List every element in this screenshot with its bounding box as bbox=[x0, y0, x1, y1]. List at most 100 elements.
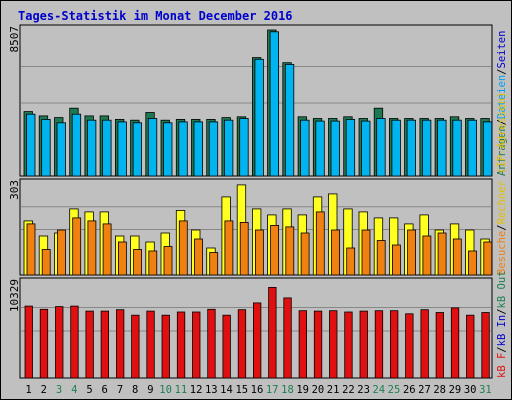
bar-dateien-18 bbox=[284, 64, 295, 177]
bar-dateien-27 bbox=[421, 119, 432, 177]
bar-besuche-8 bbox=[133, 249, 143, 276]
bar-besuche-21 bbox=[331, 229, 340, 276]
x-tick-label-11: 11 bbox=[175, 384, 188, 396]
bar-dateien-13 bbox=[208, 121, 219, 177]
bar-dateien-29 bbox=[452, 119, 462, 177]
bar-besuche-5 bbox=[87, 220, 97, 276]
bar-kbf-25 bbox=[389, 310, 399, 379]
bar-dateien-5 bbox=[87, 119, 97, 177]
x-tick-label-27: 27 bbox=[418, 384, 431, 396]
bar-kbf-8 bbox=[131, 314, 140, 379]
bar-dateien-12 bbox=[193, 121, 203, 177]
x-tick-label-28: 28 bbox=[433, 384, 446, 396]
legend-mid-segment-0: Besuche bbox=[496, 231, 508, 275]
legend-bottom-segment-3: / bbox=[496, 308, 508, 314]
x-tick-label-8: 8 bbox=[132, 384, 138, 396]
bar-kbf-29 bbox=[450, 307, 460, 379]
legend-mid: Besuche/Rechner (IP-Adressen) bbox=[496, 92, 508, 275]
legend-bottom-segment-4: kB Out bbox=[496, 271, 508, 309]
bar-kbf-18 bbox=[283, 297, 292, 379]
x-tick-label-22: 22 bbox=[342, 384, 355, 396]
x-tick-label-24: 24 bbox=[372, 384, 385, 396]
bar-kbf-31 bbox=[481, 312, 490, 379]
x-tick-label-25: 25 bbox=[388, 384, 401, 396]
bar-kbf-14 bbox=[222, 314, 231, 379]
bar-besuche-26 bbox=[407, 229, 417, 276]
bar-besuche-25 bbox=[391, 244, 401, 276]
bar-dateien-2 bbox=[41, 119, 51, 177]
legend-bottom-segment-2: kB In bbox=[496, 315, 508, 347]
bar-kbf-3 bbox=[55, 306, 64, 379]
bar-kbf-26 bbox=[405, 313, 414, 379]
legend-top-segment-0: Anfragen bbox=[496, 125, 508, 176]
bar-dateien-4 bbox=[71, 113, 82, 177]
x-tick-label-6: 6 bbox=[102, 384, 108, 396]
bar-dateien-24 bbox=[376, 118, 386, 177]
bar-besuche-31 bbox=[483, 241, 493, 276]
bar-besuche-13 bbox=[209, 252, 219, 276]
bar-besuche-9 bbox=[148, 250, 158, 276]
bar-kbf-23 bbox=[359, 310, 368, 379]
bar-kbf-12 bbox=[192, 311, 201, 379]
legend-bottom: kB F/kB In/kB Out bbox=[496, 271, 508, 379]
bar-besuche-23 bbox=[361, 229, 371, 276]
bar-dateien-11 bbox=[178, 121, 188, 177]
bar-kbf-7 bbox=[116, 309, 125, 379]
x-tick-label-19: 19 bbox=[296, 384, 309, 396]
x-tick-label-7: 7 bbox=[117, 384, 123, 396]
bar-dateien-30 bbox=[467, 119, 477, 177]
bar-besuche-28 bbox=[437, 232, 447, 276]
bar-kbf-24 bbox=[374, 310, 384, 379]
bar-besuche-3 bbox=[57, 229, 66, 276]
bar-kbf-5 bbox=[85, 310, 94, 379]
bar-dateien-7 bbox=[117, 121, 127, 177]
legend-mid-segment-1: / bbox=[496, 224, 508, 230]
bar-kbf-9 bbox=[146, 310, 155, 379]
bar-besuche-14 bbox=[224, 220, 234, 276]
bar-dateien-23 bbox=[361, 120, 371, 177]
bars-layer bbox=[21, 29, 493, 379]
bar-kbf-1 bbox=[24, 305, 33, 379]
x-axis-labels: 1 2 3 4 5 6 7 8 9 10 11 12 13 14 15 16 17 18 19 20 21 22 23 24 2… bbox=[25, 384, 491, 396]
bar-kbf-28 bbox=[435, 312, 445, 379]
bar-besuche-17 bbox=[270, 224, 280, 276]
x-tick-label-18: 18 bbox=[281, 384, 294, 396]
bar-besuche-11 bbox=[178, 220, 188, 276]
bar-besuche-20 bbox=[315, 211, 325, 276]
bar-besuche-27 bbox=[422, 235, 432, 276]
y-max-label-top: 8507 bbox=[8, 26, 21, 53]
legend-top: Anfragen/Dateien/Seiten bbox=[496, 31, 508, 176]
bar-kbf-6 bbox=[100, 310, 109, 379]
bar-besuche-30 bbox=[468, 250, 477, 276]
bar-besuche-4 bbox=[72, 217, 82, 276]
chart-title: Tages-Statistik im Monat December 2016 bbox=[18, 9, 293, 23]
bar-kbf-4 bbox=[70, 305, 79, 379]
bar-kbf-13 bbox=[207, 308, 216, 379]
bar-dateien-3 bbox=[56, 122, 66, 177]
bar-dateien-15 bbox=[239, 118, 249, 177]
bar-besuche-15 bbox=[239, 221, 249, 276]
bar-besuche-2 bbox=[41, 249, 51, 276]
legend-top-segment-2: Dateien bbox=[496, 75, 508, 119]
bar-besuche-16 bbox=[254, 229, 264, 276]
x-tick-label-21: 21 bbox=[327, 384, 340, 396]
bar-kbf-11 bbox=[176, 311, 186, 379]
legend-mid-segment-2: Rechner (IP-Adressen) bbox=[496, 92, 508, 225]
x-tick-label-4: 4 bbox=[71, 384, 77, 396]
x-tick-label-2: 2 bbox=[41, 384, 47, 396]
bar-besuche-29 bbox=[452, 238, 462, 276]
bar-besuche-1 bbox=[26, 223, 36, 276]
bar-kbf-10 bbox=[161, 314, 170, 379]
x-tick-label-23: 23 bbox=[357, 384, 370, 396]
bar-besuche-12 bbox=[194, 238, 203, 276]
bar-kbf-22 bbox=[344, 311, 353, 379]
bar-dateien-6 bbox=[102, 119, 112, 177]
x-tick-label-13: 13 bbox=[205, 384, 218, 396]
bar-dateien-17 bbox=[269, 31, 280, 177]
x-tick-label-9: 9 bbox=[147, 384, 153, 396]
y-max-label-mid: 303 bbox=[8, 180, 21, 200]
bar-kbf-15 bbox=[237, 309, 247, 379]
bar-dateien-21 bbox=[330, 120, 340, 177]
